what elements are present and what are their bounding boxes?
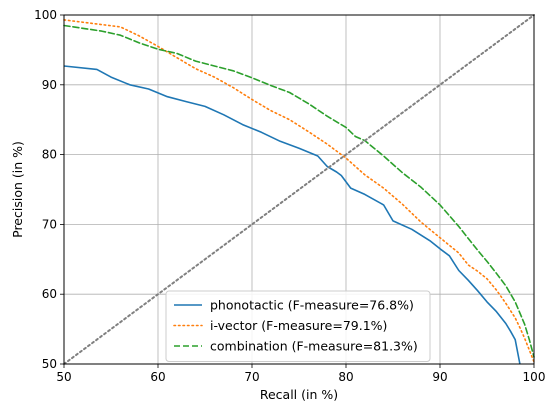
- y-tick-label: 100: [34, 8, 57, 22]
- y-tick-label: 90: [42, 78, 57, 92]
- x-tick-label: 80: [338, 370, 353, 384]
- x-axis-label: Recall (in %): [260, 387, 338, 401]
- y-tick-label: 80: [42, 148, 57, 162]
- y-tick-label: 60: [42, 287, 57, 301]
- series-line-1: [63, 19, 535, 363]
- x-tick-label: 70: [244, 370, 259, 384]
- series-line-2: [63, 24, 535, 358]
- x-tick-label: 60: [150, 370, 165, 384]
- legend-label: i-vector (F-measure=79.1%): [210, 318, 387, 333]
- y-axis-label: Precision (in %): [10, 141, 25, 238]
- x-tick-label: 50: [56, 370, 71, 384]
- legend-label: phonotactic (F-measure=76.8%): [210, 298, 414, 313]
- ticks: 50 60 70 80 90 100 50 60 70 80 90 100: [34, 8, 545, 384]
- plot-lines: [63, 14, 535, 365]
- y-tick-label: 50: [42, 357, 57, 371]
- legend: phonotactic (F-measure=76.8%) i-vector (F…: [165, 290, 431, 362]
- series-line-0: [63, 65, 521, 365]
- legend-label: combination (F-measure=81.3%): [210, 339, 418, 354]
- diagonal-reference-line: [63, 14, 535, 365]
- legend-box: [165, 290, 431, 362]
- plot-frame: [63, 14, 535, 365]
- y-tick-label: 70: [42, 217, 57, 231]
- x-tick-label: 90: [432, 370, 447, 384]
- x-tick-label: 100: [523, 370, 546, 384]
